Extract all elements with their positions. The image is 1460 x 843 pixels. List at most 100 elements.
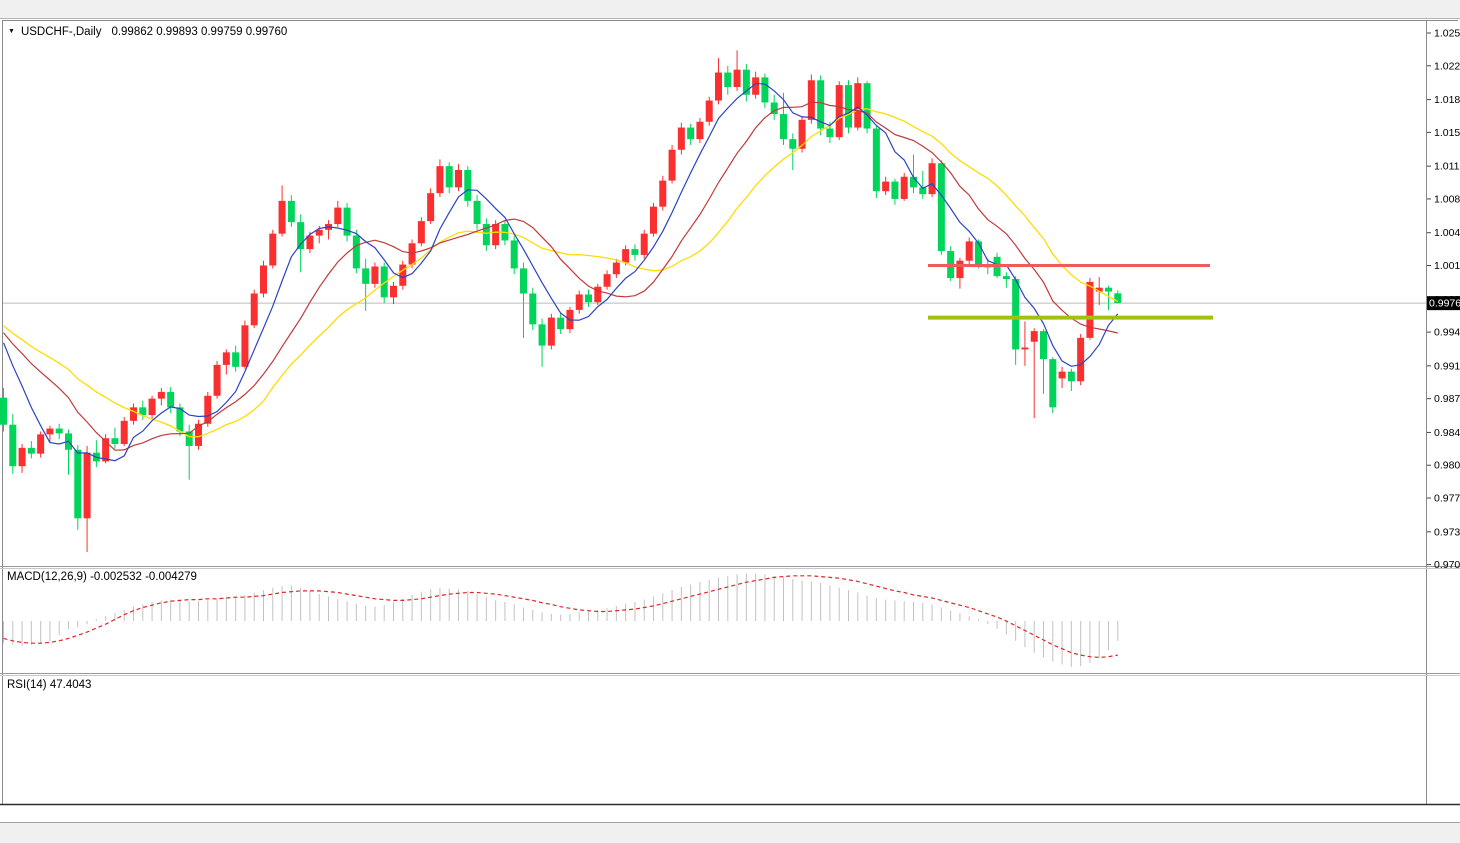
candle — [204, 395, 212, 424]
candle — [259, 265, 267, 294]
candle — [185, 431, 193, 446]
candle — [408, 243, 416, 265]
candle — [9, 424, 17, 467]
candle — [817, 80, 825, 129]
candle — [176, 407, 184, 432]
candle — [111, 438, 119, 445]
candle — [46, 428, 54, 435]
candle — [157, 391, 165, 399]
candle — [807, 80, 815, 120]
macd-pane — [3, 573, 1119, 667]
candle — [724, 72, 732, 88]
candle — [649, 206, 657, 234]
candle — [37, 434, 45, 454]
price-axis-label: 0.99110 — [1434, 360, 1460, 372]
candle — [733, 69, 741, 88]
candle — [696, 121, 704, 140]
candle — [278, 200, 286, 234]
price-axis-label: 0.98770 — [1434, 393, 1460, 405]
candle — [148, 398, 156, 416]
candle — [482, 224, 490, 246]
candle — [1095, 287, 1103, 292]
candle — [250, 293, 258, 326]
price-axis-label: 0.99460 — [1434, 327, 1460, 339]
price-axis-label: 0.98080 — [1434, 460, 1460, 472]
candle — [1002, 276, 1010, 280]
candle — [584, 294, 592, 303]
price-axis-label: 0.97390 — [1434, 526, 1460, 538]
candle — [362, 268, 370, 284]
price-axis-label: 1.02560 — [1434, 28, 1460, 40]
candle — [436, 166, 444, 194]
candle — [1104, 287, 1112, 292]
candle — [854, 83, 862, 128]
candle — [102, 438, 110, 462]
candle — [529, 293, 537, 325]
candle — [872, 128, 880, 192]
candle — [139, 407, 147, 416]
candle — [863, 83, 871, 129]
candle — [538, 324, 546, 346]
candle — [389, 285, 397, 298]
candle — [928, 163, 936, 195]
candle — [194, 423, 202, 446]
candle — [269, 233, 277, 266]
candle — [445, 166, 453, 188]
candle — [1049, 359, 1057, 408]
price-axis-label: 1.02220 — [1434, 60, 1460, 72]
candle — [380, 266, 388, 298]
candle — [603, 274, 611, 287]
candle — [752, 77, 760, 95]
candle — [612, 262, 620, 275]
candle — [315, 229, 323, 236]
candle — [1058, 371, 1066, 379]
candle — [687, 127, 695, 140]
candle — [677, 127, 685, 150]
candle — [882, 181, 890, 192]
price-axis-label: 1.00490 — [1434, 227, 1460, 239]
candle — [1021, 347, 1029, 350]
candle — [770, 102, 778, 115]
candle — [0, 397, 7, 425]
candles — [0, 50, 1122, 553]
candle — [965, 241, 973, 261]
candle — [371, 266, 379, 284]
candle — [659, 180, 667, 207]
candle — [557, 317, 565, 330]
candle — [891, 181, 899, 199]
candle — [74, 449, 82, 519]
candle — [1077, 337, 1085, 382]
ma-mid-line — [3, 101, 1118, 451]
price-axis-label: 1.01180 — [1434, 161, 1460, 173]
candle — [519, 268, 527, 294]
ma-fast-line — [2, 83, 1119, 462]
candle — [622, 249, 630, 263]
candle — [761, 77, 769, 103]
price-axis-label: 0.97050 — [1434, 559, 1460, 571]
candle — [779, 114, 787, 140]
candle — [640, 233, 648, 255]
symbol-tabbar — [0, 822, 1460, 843]
candle — [167, 391, 175, 408]
candle — [352, 235, 360, 269]
window-frame — [0, 20, 1460, 806]
price-axis-label: 1.00150 — [1434, 260, 1460, 272]
candle — [1039, 331, 1047, 360]
candle — [222, 352, 230, 365]
candle — [454, 170, 462, 188]
candle — [844, 85, 852, 128]
candle — [631, 249, 639, 255]
candle — [232, 352, 240, 367]
price-axis-label: 1.01530 — [1434, 127, 1460, 139]
candle — [547, 317, 555, 346]
candle — [1114, 293, 1122, 304]
candle — [27, 447, 35, 454]
candle — [297, 222, 305, 250]
candle — [287, 200, 295, 223]
candle — [120, 420, 128, 445]
timeframe-toolbar — [0, 0, 1460, 19]
candle — [343, 207, 351, 236]
price-axis[interactable]: 1.02560 1.02220 1.01870 1.01530 1.01180 1.008… — [1427, 28, 1460, 572]
candle — [594, 286, 602, 303]
